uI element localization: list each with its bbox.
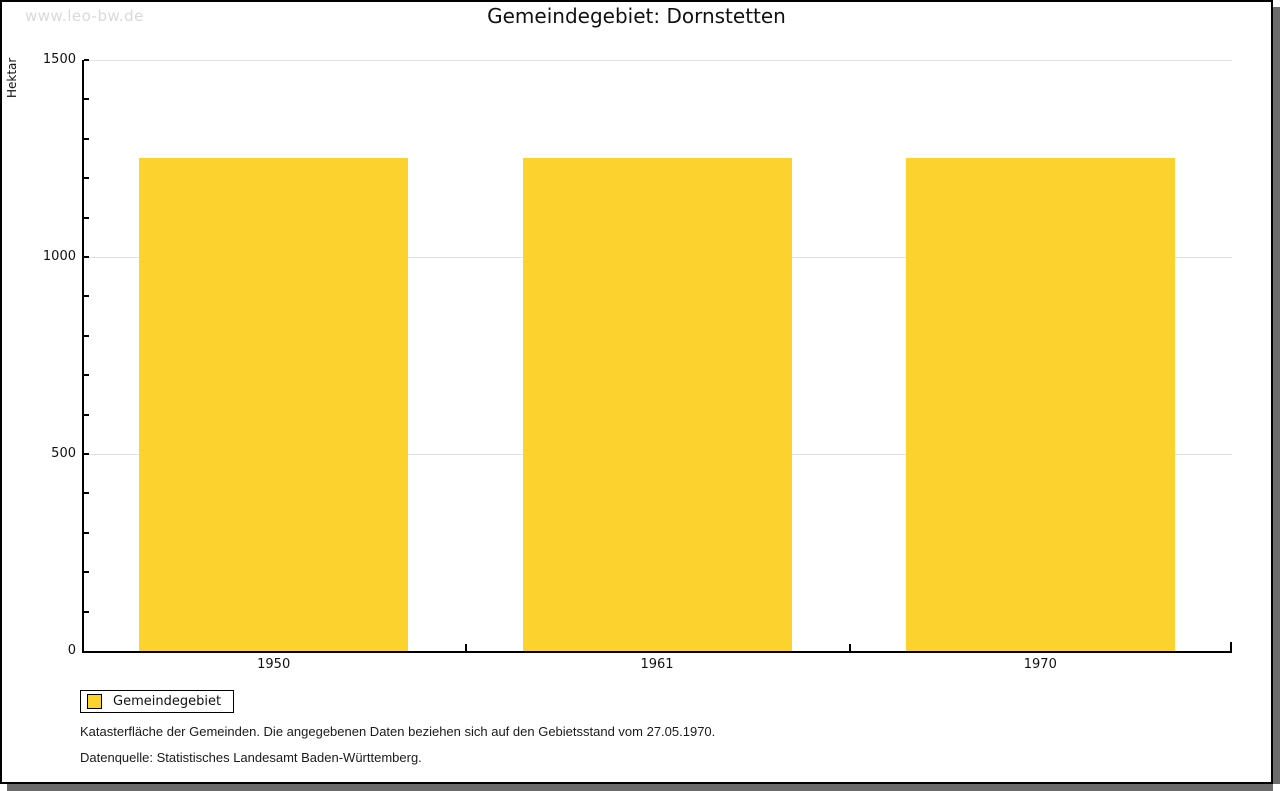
y-tick-label: 1000 <box>42 249 76 264</box>
y-tick <box>84 413 89 416</box>
x-tick <box>848 644 851 651</box>
y-tick <box>84 492 89 495</box>
legend-label: Gemeindegebiet <box>113 694 222 709</box>
x-axis-end-tick <box>1230 642 1232 651</box>
y-tick-label: 500 <box>51 446 76 461</box>
y-tick <box>84 295 89 298</box>
x-axis-line <box>82 651 1232 653</box>
y-tick <box>84 334 89 337</box>
y-tick <box>84 531 89 534</box>
y-tick <box>84 374 89 377</box>
y-axis-line <box>82 60 84 651</box>
x-tick-label: 1961 <box>640 657 674 672</box>
y-tick-label: 0 <box>67 643 76 658</box>
y-tick <box>84 98 89 101</box>
y-tick-label: 1500 <box>42 52 76 67</box>
x-tick-label: 1950 <box>257 657 291 672</box>
y-axis-title: Hektar <box>5 57 19 98</box>
footer-source: Datenquelle: Statistisches Landesamt Bad… <box>80 750 422 765</box>
y-tick <box>84 59 89 61</box>
y-tick <box>84 216 89 219</box>
y-tick <box>84 256 89 258</box>
gridline <box>82 60 1232 61</box>
drop-shadow-bottom <box>7 784 1273 791</box>
legend-box: Gemeindegebiet <box>80 690 235 713</box>
chart-title: Gemeindegebiet: Dornstetten <box>487 4 786 28</box>
y-tick <box>84 571 89 574</box>
y-tick <box>84 177 89 180</box>
y-tick <box>84 610 89 613</box>
bar <box>522 157 792 651</box>
watermark-url: www.leo-bw.de <box>25 7 144 25</box>
x-tick <box>465 644 468 651</box>
drop-shadow-right <box>1273 7 1280 784</box>
y-tick <box>84 137 89 140</box>
bar <box>139 157 409 651</box>
legend-swatch-icon <box>87 694 102 709</box>
x-tick-label: 1970 <box>1023 657 1057 672</box>
bar <box>905 157 1175 651</box>
y-tick <box>84 453 89 455</box>
footer-note: Katasterfläche der Gemeinden. Die angege… <box>80 724 716 739</box>
